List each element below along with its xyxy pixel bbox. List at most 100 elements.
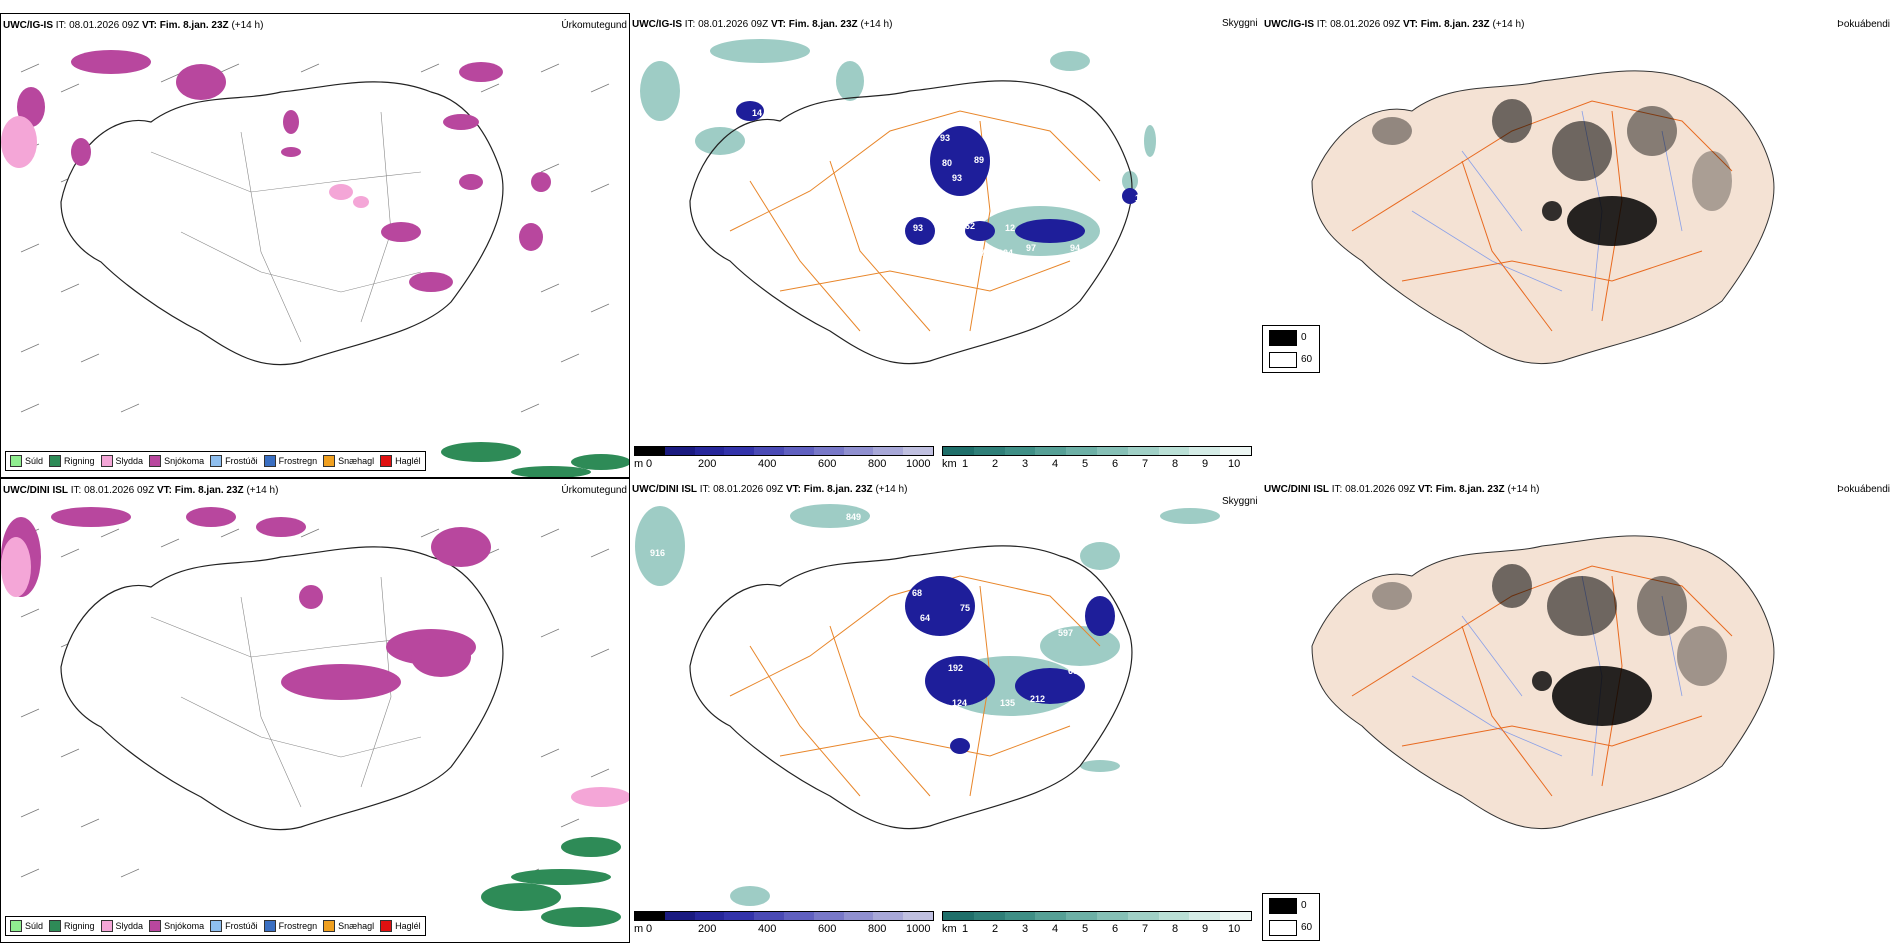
lead-time: (+14 h): [1507, 484, 1540, 495]
visibility-colorbar-swatches: [942, 446, 1252, 456]
valid-time: VT: Fim. 8.jan. 23Z: [156, 485, 244, 496]
panel-header: UWC/DINI ISL IT: 08.01.2026 09Z VT: Fim.…: [1264, 484, 1890, 498]
iceland-coastline: [60, 546, 504, 831]
cbar-swatch: [843, 912, 874, 920]
cbar-tick: 10: [1228, 923, 1241, 935]
valid-time: VT: Fim. 8.jan. 23Z: [141, 20, 229, 31]
cbar-swatch: [1004, 447, 1036, 455]
legend-label: Slydda: [115, 921, 144, 931]
cbar-tick: 6: [1112, 923, 1119, 935]
legend-swatch: [263, 920, 276, 932]
legend-swatch: [210, 920, 223, 932]
visibility-title-row2: Skyggni: [1222, 496, 1258, 507]
cbar-tick: 0: [646, 458, 653, 470]
model-name: UWC/IG-IS: [1264, 19, 1314, 30]
fog-scale-row2: 0 60: [1262, 893, 1320, 941]
legend-item: Súld: [10, 920, 43, 932]
cbar-swatch: [813, 447, 844, 455]
legend-swatch: [210, 455, 223, 467]
lead-time: (+14 h): [231, 20, 264, 31]
cbar-tick: 1: [962, 923, 969, 935]
vis-label: 43: [890, 113, 900, 123]
cbar-swatch: [1189, 912, 1221, 920]
cbar-swatch: [724, 447, 755, 455]
vis-label: 64: [920, 613, 930, 623]
legend-label: Snæhagl: [338, 456, 375, 466]
legend-item: Snjókoma: [149, 920, 204, 932]
precip-map: [1, 507, 629, 927]
cbar-swatch: [973, 912, 1005, 920]
cbar-swatch: [664, 447, 695, 455]
legend-label: Frostregn: [278, 456, 318, 466]
legend-swatch: [10, 455, 22, 467]
legend-swatch: [49, 455, 62, 467]
lead-time: (+14 h): [1492, 19, 1525, 30]
roads: [1351, 565, 1733, 797]
cbar-tick: 7: [1142, 458, 1149, 470]
vis-label: 69: [1068, 666, 1078, 676]
cbar-tick: 600: [818, 458, 837, 470]
cbar-tick: 3: [1022, 923, 1029, 935]
precip-type-panel-row1: UWC/IG-IS IT: 08.01.2026 09Z VT: Fim. 8.…: [0, 13, 630, 478]
precip-map: [1, 50, 629, 477]
low-ceiling-areas: [905, 576, 1115, 754]
visibility-colorbar: km 1 2 3 4 5 6 7 8 9 10: [942, 446, 1252, 472]
legend-swatch: [380, 455, 393, 467]
legend-label: Frostúði: [225, 456, 258, 466]
init-time: IT: 08.01.2026 09Z: [1316, 19, 1401, 30]
legend-label: Snæhagl: [338, 921, 375, 931]
cbar-tick: 800: [868, 923, 887, 935]
visibility-panel-row1: UWC/IG-IS IT: 08.01.2026 09Z VT: Fim. 8.…: [630, 13, 1260, 478]
cbar-tick: 7: [1142, 923, 1149, 935]
visibility-colorbar-swatches: [942, 911, 1252, 921]
cbar-swatch: [973, 447, 1005, 455]
vis-label: 97: [1026, 243, 1036, 253]
vis-label: 75: [960, 603, 970, 613]
vis-label: 469: [1155, 608, 1170, 618]
cbar-tick: 9: [1202, 923, 1209, 935]
roads: [150, 111, 422, 343]
vis-label: 124: [952, 698, 967, 708]
legend-label: Haglél: [395, 456, 421, 466]
vis-label: 68: [912, 588, 922, 598]
legend-label: Súld: [25, 456, 44, 466]
valid-time: VT: Fim. 8.jan. 23Z: [770, 19, 858, 30]
rain-areas: [441, 442, 629, 477]
fog-panel-row1: UWC/IG-IS IT: 08.01.2026 09Z VT: Fim. 8.…: [1262, 13, 1892, 478]
cbar-swatch: [1066, 912, 1097, 920]
sleet-areas: [1, 537, 629, 807]
legend-swatch: [149, 455, 162, 467]
cbar-tick: 4: [1052, 458, 1059, 470]
fog-swatch: [1269, 352, 1297, 368]
legend-swatch: [49, 920, 62, 932]
model-name: UWC/DINI ISL: [3, 485, 68, 496]
fog-areas: [1372, 564, 1727, 726]
rivers: [1411, 575, 1683, 777]
fog-value: 60: [1301, 922, 1313, 933]
ceiling-colorbar-swatches: [634, 446, 934, 456]
model-name: UWC/DINI ISL: [1264, 484, 1329, 495]
panel-title: Þokuábendi: [1837, 484, 1890, 495]
cbar-tick: 400: [758, 458, 777, 470]
legend-label: Snjókoma: [164, 921, 205, 931]
vis-label: 864: [1138, 628, 1153, 638]
legend-item: Frostúði: [210, 455, 258, 467]
legend-swatch: [323, 920, 336, 932]
cbar-tick: 10: [1228, 458, 1241, 470]
legend-item: Slydda: [100, 455, 143, 467]
vis-label: 89: [974, 155, 984, 165]
init-time: IT: 08.01.2026 09Z: [1331, 484, 1416, 495]
fog-value: 0: [1301, 332, 1307, 343]
panel-header: UWC/IG-IS IT: 08.01.2026 09Z VT: Fim. 8.…: [3, 20, 627, 34]
legend-item: Snæhagl: [323, 455, 374, 467]
cbar-tick: 600: [818, 923, 837, 935]
legend-swatch: [380, 920, 393, 932]
vis-label: 93: [940, 133, 950, 143]
cbar-swatch: [754, 447, 784, 455]
legend-label: Frostregn: [278, 921, 318, 931]
ceiling-colorbar-ticks: m 0 200 400 600 800 1000: [634, 921, 934, 935]
vis-label: 135: [1000, 698, 1015, 708]
panel-header: UWC/IG-IS IT: 08.01.2026 09Z VT: Fim. 8.…: [1264, 19, 1890, 33]
legend-label: Frostúði: [225, 921, 258, 931]
fog-swatch: [1269, 920, 1297, 936]
